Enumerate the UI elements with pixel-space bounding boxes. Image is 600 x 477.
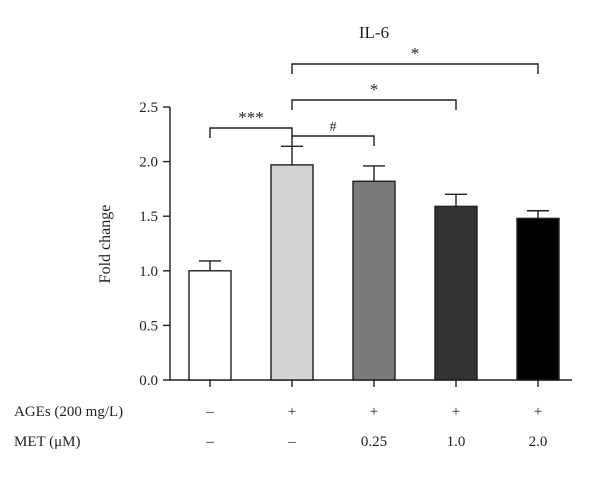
bar-2 [352,180,396,381]
bar-3 [434,205,478,381]
y-tick-label-2: 1.0 [139,264,158,280]
treatment-value-1-4: 2.0 [529,434,548,450]
treatment-rows: AGEs (200 mg/L) – + + + + MET (μM) – – 0.25 1.0 2.0 [14,404,547,450]
treatment-value-0-1: + [288,404,296,420]
significance-brackets: *** # * * [209,44,539,146]
treatment-row-label-0: AGEs (200 mg/L) [14,404,123,420]
treatment-row-label-1: MET (μM) [14,434,81,450]
error-bars [199,145,549,271]
bars [188,164,560,381]
significance-label-3: * [411,44,420,63]
significance-label-2: * [370,80,379,99]
significance-label-1: # [330,120,337,135]
x-ticks [209,380,539,387]
chart-title: IL-6 [359,23,389,42]
y-tick-label-5: 2.5 [139,100,158,116]
treatment-value-1-2: 0.25 [361,434,387,450]
treatment-value-1-0: – [205,434,214,450]
significance-bracket-3 [291,63,539,74]
significance-bracket-2 [291,99,457,110]
bar-0 [188,270,232,381]
y-tick-label-1: 0.5 [139,318,158,334]
treatment-value-1-1: – [287,434,296,450]
treatment-value-0-0: – [205,404,214,420]
significance-bracket-1 [291,135,375,146]
significance-label-0: *** [238,108,264,127]
bar-1 [270,164,314,381]
bar-4 [516,217,560,381]
significance-bracket-0 [209,127,293,138]
y-tick-label-0: 0.0 [139,373,158,389]
y-axis-label: Fold change [97,205,114,284]
treatment-value-0-4: + [534,404,542,420]
y-ticks: 0.0 0.5 1.0 1.5 2.0 2.5 [139,100,170,389]
treatment-value-0-3: + [452,404,460,420]
treatment-value-0-2: + [370,404,378,420]
treatment-value-1-3: 1.0 [447,434,466,450]
y-tick-label-3: 1.5 [139,209,158,225]
y-tick-label-4: 2.0 [139,155,158,171]
